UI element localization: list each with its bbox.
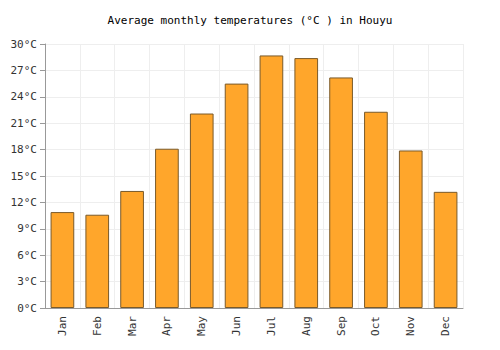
svg-text:15°C: 15°C [11,170,38,183]
svg-text:21°C: 21°C [11,117,38,130]
svg-text:Oct: Oct [369,316,382,336]
svg-text:Sep: Sep [335,316,348,336]
svg-text:Dec: Dec [439,316,452,336]
svg-text:Feb: Feb [91,316,104,336]
svg-text:27°C: 27°C [11,64,38,77]
svg-text:30°C: 30°C [11,38,38,51]
svg-text:9°C: 9°C [17,222,37,235]
svg-text:Jun: Jun [230,316,243,336]
svg-text:12°C: 12°C [11,196,38,209]
svg-text:24°C: 24°C [11,90,38,103]
svg-text:0°C: 0°C [17,302,37,315]
svg-text:3°C: 3°C [17,275,37,288]
svg-text:Jul: Jul [265,316,278,336]
svg-text:Nov: Nov [404,316,417,336]
svg-text:May: May [195,316,208,336]
svg-text:Apr: Apr [160,316,173,336]
svg-text:18°C: 18°C [11,143,38,156]
svg-text:Aug: Aug [300,316,313,336]
svg-text:Jan: Jan [56,316,69,336]
svg-text:6°C: 6°C [17,249,37,262]
svg-text:Average monthly temperatures (: Average monthly temperatures (°C ) in Ho… [108,14,393,27]
svg-text:Mar: Mar [126,316,139,336]
